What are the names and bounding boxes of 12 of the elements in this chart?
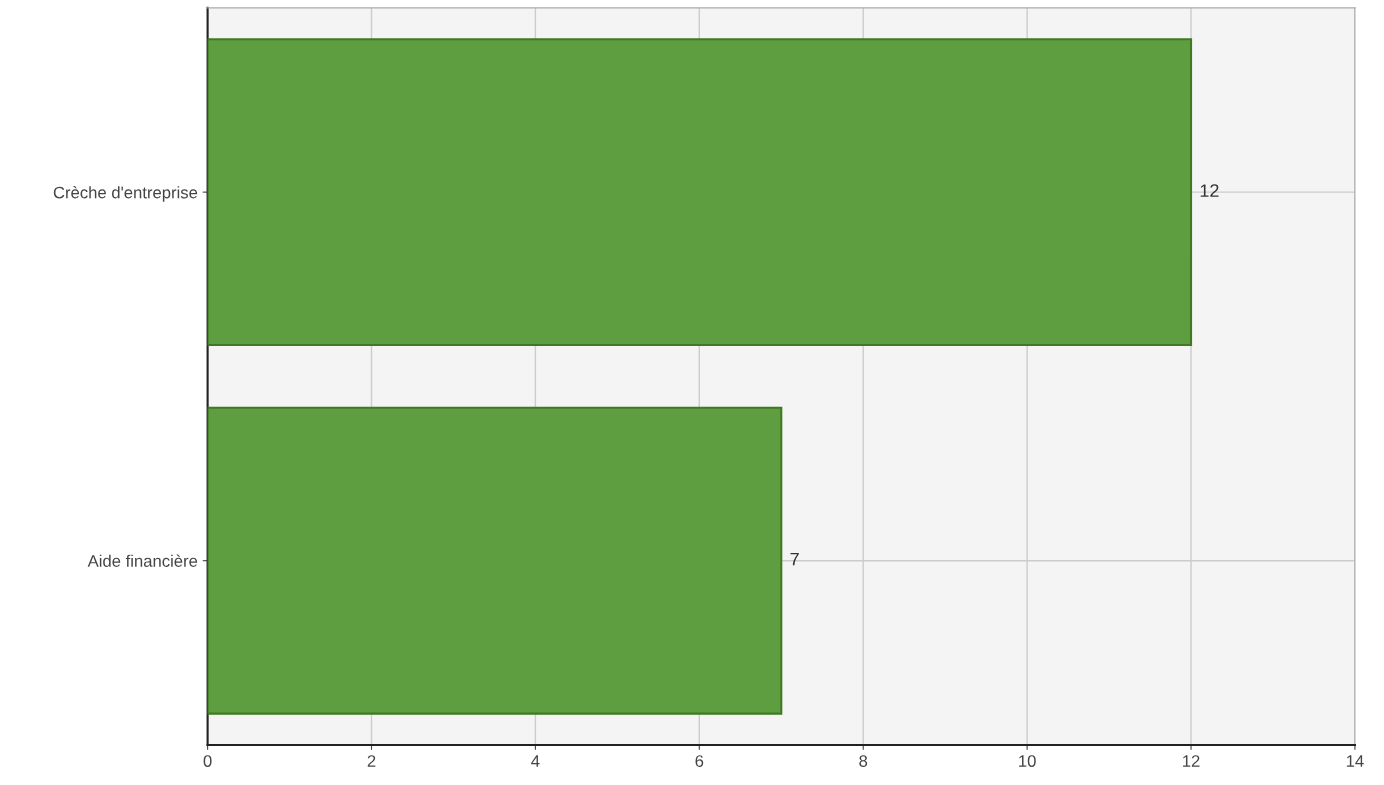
x-tick-label: 0 [203, 755, 212, 767]
x-tick-label: 10 [1019, 755, 1036, 767]
data-label: 12 [1200, 184, 1219, 197]
data-label: 7 [790, 552, 799, 566]
y-tick-label: Crèche d'entreprise [53, 185, 198, 202]
x-tick-label: 8 [859, 755, 868, 767]
x-tick-label: 6 [695, 755, 704, 767]
x-tick-label: 12 [1183, 755, 1200, 767]
x-tick-label: 2 [367, 755, 376, 767]
x-tick-label: 14 [1346, 755, 1364, 767]
y-tick-label: Aide financière [87, 554, 198, 567]
x-tick-label: 4 [531, 755, 540, 767]
